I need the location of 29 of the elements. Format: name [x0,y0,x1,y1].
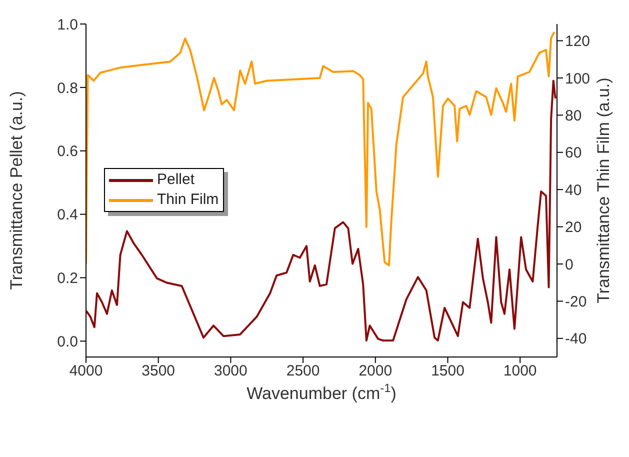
y-tick-label: 0.2 [57,270,78,288]
line-series [86,80,556,342]
legend-label: Thin Film [157,190,219,210]
y2-tick-label: -20 [565,294,587,311]
x-tick-label: 3500 [142,362,176,380]
y2-tick-label: 120 [565,33,590,50]
y-tick-label: 0.6 [57,143,78,160]
y2-tick-label: 40 [565,182,582,199]
x-tick-label: 3000 [214,362,248,380]
y2-tick-label: 100 [565,70,590,88]
legend-label: Pellet [157,170,195,190]
y2-tick-label: 20 [565,219,582,236]
y-tick-label: 0.8 [57,80,78,97]
y-axis-title: Transmittance Pellet (a.u.) [7,91,26,290]
y-tick-label: 1.0 [57,16,78,34]
x-axis-title: Wavenumber (cm$^{-1}$) [246,381,396,403]
y2-tick-label: 80 [565,107,582,124]
x-tick-label: 2500 [286,362,320,380]
x-tick-label: 2000 [358,362,392,380]
x-tick-label: 1000 [503,362,537,380]
y-tick-label: 0.4 [57,206,78,224]
x-tick-label: 1500 [431,362,464,380]
y2-tick-label: 0 [565,256,574,274]
line-series [86,31,556,266]
y2-tick-label: 60 [565,144,582,162]
y-tick-label: 0.0 [57,333,78,350]
y2-axis-title: Transmittance Thin Film (a.u.) [594,78,613,304]
y2-tick-label: -40 [565,330,587,348]
x-tick-label: 4000 [69,362,103,380]
